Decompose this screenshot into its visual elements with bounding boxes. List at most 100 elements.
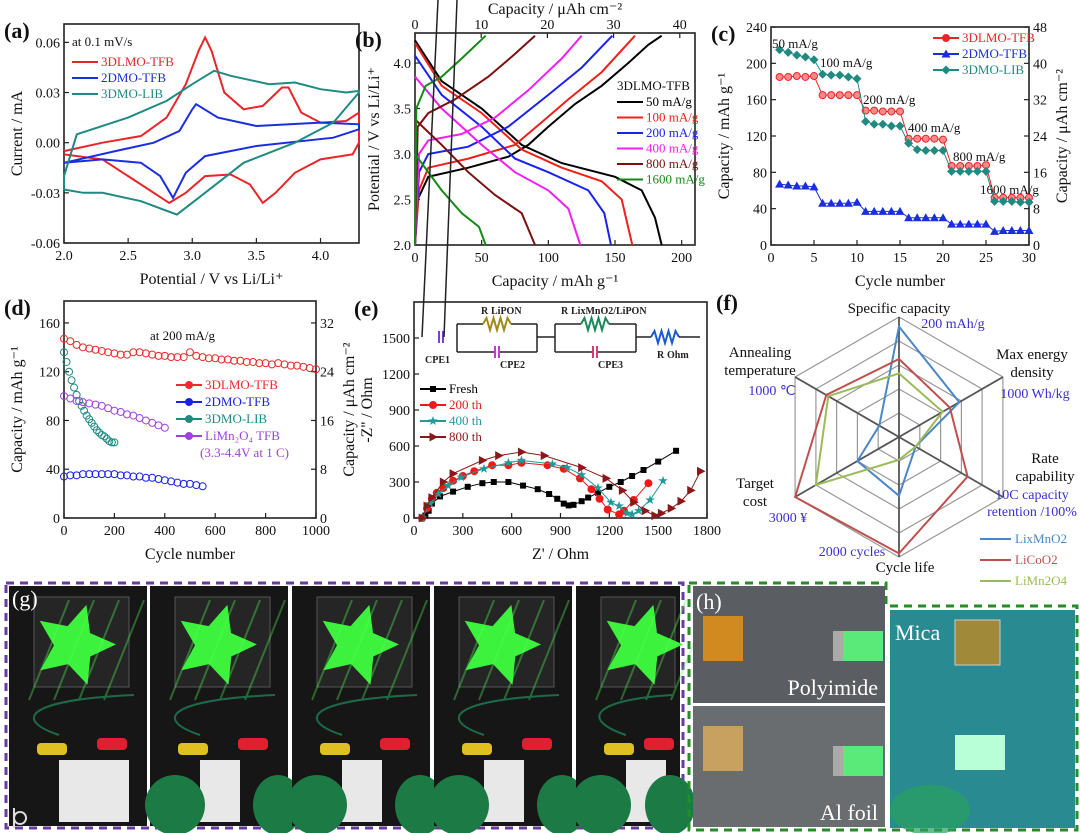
light-streak <box>595 599 637 701</box>
light-streak <box>78 599 120 701</box>
data-point <box>578 463 587 473</box>
data-point <box>104 470 113 479</box>
y2-tick-label: 32 <box>320 317 334 332</box>
data-point <box>123 471 131 480</box>
x-tick-label: 0 <box>411 524 418 539</box>
legend-label: Fresh <box>449 381 478 396</box>
light-streak <box>386 599 428 701</box>
glove <box>287 775 347 833</box>
rate-label: 50 mA/g <box>772 36 818 51</box>
charge-curve <box>414 35 583 246</box>
wire <box>173 694 276 736</box>
data-point <box>835 198 845 207</box>
battery <box>484 760 524 822</box>
data-point <box>167 477 176 486</box>
data-point <box>100 432 109 441</box>
data-point <box>955 166 965 176</box>
radar-axis-label: cost <box>743 494 768 510</box>
resistor-icon <box>580 314 610 334</box>
x-tick-label: 50 <box>475 251 489 266</box>
radar-axis <box>898 376 1004 438</box>
legend-label: 50 mA/g <box>646 94 692 109</box>
data-point <box>91 345 100 354</box>
legend-label: 400 th <box>449 413 482 428</box>
circuit-label-cpe1: CPE1 <box>425 355 450 366</box>
data-point <box>1015 197 1025 207</box>
circuit-label-r2: R <box>561 306 569 317</box>
y-tick-label: 600 <box>389 440 410 455</box>
data-point <box>154 351 163 360</box>
light-streak <box>103 599 145 701</box>
data-point <box>520 482 527 489</box>
data-point <box>97 346 106 355</box>
chart-panel-a: 2.0 2.5 3.0 3.5 4.0 -0.06 -0.03 0.00 0.03 0.06 Pot… <box>4 18 360 288</box>
data-point <box>622 508 632 518</box>
red-clip <box>644 738 674 750</box>
data-point <box>640 467 647 473</box>
data-point <box>633 505 644 515</box>
y-tick-label: 1200 <box>382 368 410 383</box>
data-point <box>110 406 119 415</box>
yellow-clip <box>37 743 67 755</box>
cv-curve-3DMO-LIB <box>63 69 360 216</box>
photo-led-demo <box>429 586 587 833</box>
panel-label: (g) <box>12 586 38 611</box>
data-point <box>135 348 144 357</box>
y2-tick-label: 40 <box>1033 57 1047 72</box>
data-point <box>78 470 87 479</box>
data-point <box>606 483 613 490</box>
legend-label: 2DMO-TFB <box>101 70 166 85</box>
data-point <box>861 116 871 126</box>
data-point <box>160 423 169 432</box>
legend-label: 2DMO-TFB <box>962 46 1027 61</box>
x2-tick-label: 20 <box>540 18 554 33</box>
data-point <box>274 359 283 368</box>
y-tick-label: 160 <box>746 94 767 109</box>
legend-note: (3.3-4.4V at 1 C) <box>200 445 289 460</box>
radar-axis-max: 1000 ℃ <box>748 384 795 399</box>
y-tick-label: 900 <box>389 404 410 419</box>
light-streak <box>645 599 687 701</box>
yellow-clip <box>178 743 208 755</box>
x2-tick-label: 0 <box>412 18 419 33</box>
data-point <box>204 354 213 363</box>
cv-curve-2DMO-TFB <box>63 102 360 200</box>
charge-curve <box>414 34 663 246</box>
data-point <box>490 479 497 485</box>
data-point <box>886 206 896 215</box>
data-point <box>97 470 106 479</box>
battery <box>59 760 129 822</box>
y2-tick-label: 24 <box>320 366 334 381</box>
y-tick-label: 2.0 <box>394 239 412 254</box>
y2-tick-label: 8 <box>320 463 327 478</box>
legend-label: 3DMO-LIB <box>962 62 1024 77</box>
data-point <box>242 357 251 366</box>
panel-label: (c) <box>711 21 735 46</box>
y2-tick-label: 0 <box>320 512 327 527</box>
data-point <box>443 480 453 490</box>
data-point <box>673 447 680 454</box>
data-point <box>554 495 561 502</box>
data-point <box>792 50 802 60</box>
glove <box>890 785 970 833</box>
data-point <box>818 198 828 207</box>
radar-series-LiMn2O4 <box>814 372 944 487</box>
data-point <box>1007 225 1017 234</box>
data-point <box>895 121 905 131</box>
data-point <box>160 351 169 360</box>
data-point <box>667 503 677 513</box>
data-point <box>135 472 144 481</box>
data-point <box>91 470 100 479</box>
rate-label: 400 mA/g <box>908 120 961 135</box>
wire <box>32 694 135 736</box>
data-point <box>503 457 514 467</box>
data-point <box>930 134 939 143</box>
data-point <box>78 398 87 407</box>
photo-substrate-1 <box>693 706 885 827</box>
data-point <box>565 502 572 509</box>
data-point <box>775 45 785 55</box>
data-point <box>595 494 604 503</box>
data-point <box>230 356 239 365</box>
data-point <box>186 479 194 488</box>
data-point <box>578 498 585 505</box>
